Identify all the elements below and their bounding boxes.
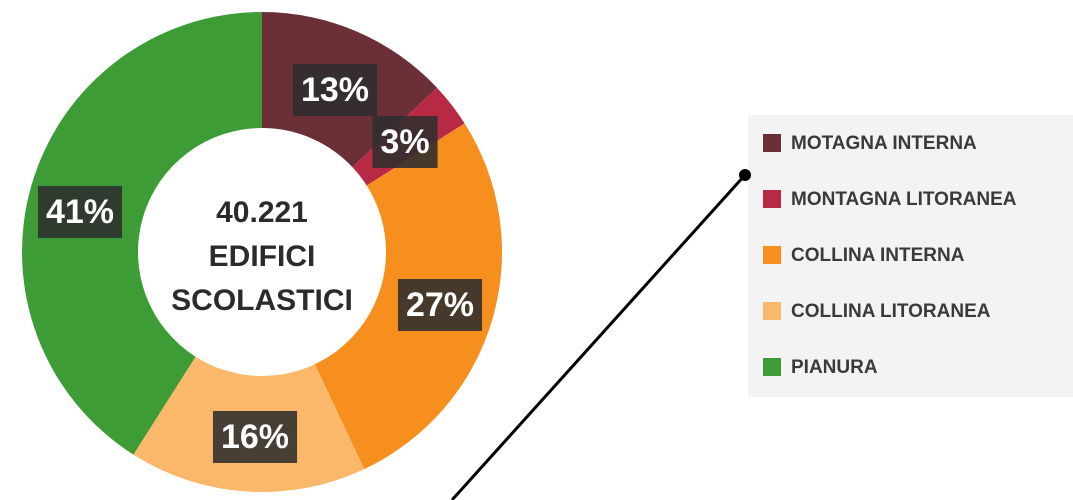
connector-line bbox=[450, 173, 747, 500]
center-label: EDIFICI bbox=[209, 240, 316, 273]
legend-box bbox=[748, 115, 1073, 397]
legend-swatch bbox=[763, 134, 781, 152]
value-label-box bbox=[212, 411, 298, 463]
value-label: 27% bbox=[406, 286, 474, 324]
value-label-box bbox=[37, 186, 123, 238]
value-label: 41% bbox=[46, 193, 114, 231]
connector-dot bbox=[739, 169, 751, 181]
value-label: 3% bbox=[380, 123, 429, 161]
legend-label: MONTAGNA LITORANEA bbox=[791, 189, 1017, 210]
legend-label: PIANURA bbox=[791, 357, 878, 378]
donut-segment bbox=[21, 12, 262, 455]
center-label: 40.221 bbox=[216, 196, 308, 229]
value-label-box bbox=[397, 279, 483, 331]
value-label-box bbox=[372, 116, 438, 168]
legend-swatch bbox=[763, 358, 781, 376]
legend-swatch bbox=[763, 190, 781, 208]
legend-swatch bbox=[763, 246, 781, 264]
value-label: 13% bbox=[301, 71, 369, 109]
legend-label: MOTAGNA INTERNA bbox=[791, 133, 977, 154]
center-label: SCOLASTICI bbox=[171, 284, 353, 317]
legend-swatch bbox=[763, 302, 781, 320]
value-label-box bbox=[292, 64, 378, 116]
legend-label: COLLINA LITORANEA bbox=[791, 301, 991, 322]
legend-label: COLLINA INTERNA bbox=[791, 245, 965, 266]
value-label: 16% bbox=[221, 418, 289, 456]
